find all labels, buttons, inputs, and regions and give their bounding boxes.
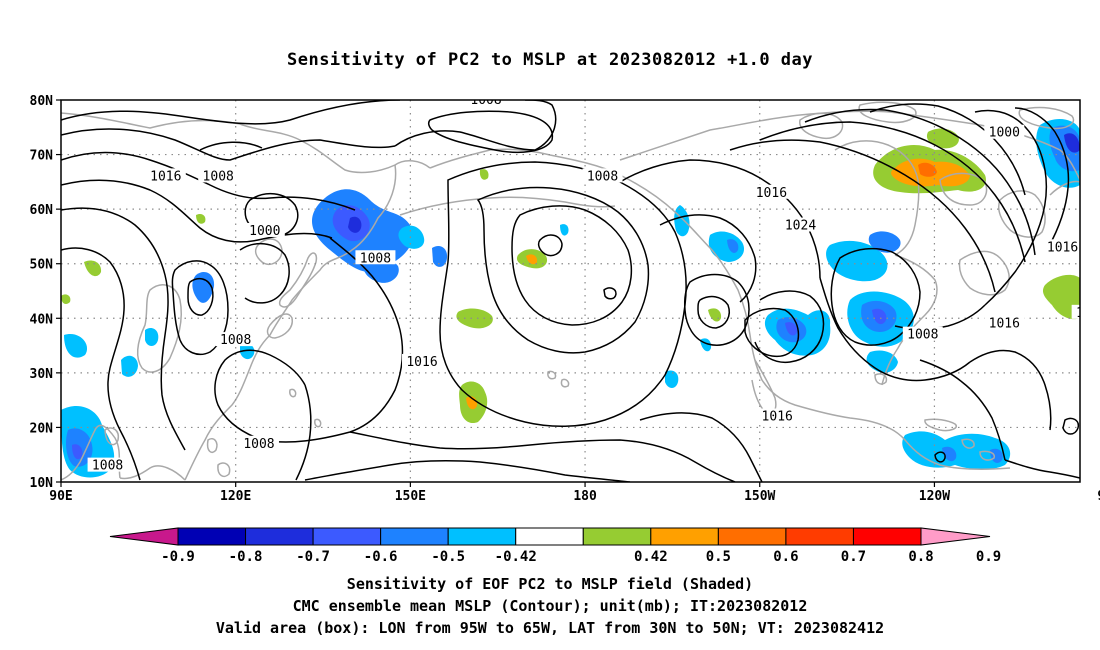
sensitivity-shading	[61, 118, 1080, 478]
valid-area-rect	[1079, 263, 1080, 374]
gridlines	[61, 100, 1080, 482]
contour-label: 1016	[989, 317, 1020, 332]
lon-tick-label: 120E	[220, 489, 251, 504]
contour-label-bg	[1071, 304, 1080, 319]
contour-label-bg	[902, 326, 943, 341]
contour-labels: 1008 1016 1008 1008 1016 1000 1000 1024 1008 1016…	[87, 93, 1100, 474]
colorbar-label: 0.5	[706, 549, 731, 565]
contour-label: 1008	[470, 93, 501, 108]
colorbar-box	[785, 527, 854, 546]
contour-label-bg	[984, 124, 1025, 139]
colorbar-box	[312, 527, 382, 546]
colorbar-box	[650, 527, 719, 546]
contour-label-bg	[751, 184, 792, 199]
contour-label-bg	[466, 100, 507, 106]
contour-label-bg	[780, 217, 821, 232]
colorbar-left-arrow	[109, 527, 179, 546]
map-border	[60, 99, 1081, 483]
colorbar-label: 0.8	[908, 549, 933, 565]
contour-label: 1024	[1076, 306, 1100, 321]
contour-label-bg	[757, 408, 798, 423]
colorbar-box	[717, 527, 787, 546]
colorbar-label: -0.7	[296, 549, 330, 565]
coastlines	[61, 101, 1080, 481]
colorbar-label: -0.42	[495, 549, 537, 565]
colorbar-label: 0.6	[773, 549, 798, 565]
contour-label-bg	[1042, 239, 1080, 254]
colorbar-label: -0.6	[364, 549, 398, 565]
lon-tick-label: 120W	[919, 489, 950, 504]
contour-label: 1008	[587, 169, 618, 184]
lat-tick-label: 40N	[30, 312, 54, 327]
caption-line-valid-area: Valid area (box): LON from 95W to 65W, L…	[215, 619, 885, 637]
caption-line-shading: Sensitivity of EOF PC2 to MSLP field (Sh…	[346, 575, 754, 593]
contour-label: 1024	[785, 219, 816, 234]
colorbar-box	[245, 527, 314, 546]
lon-tick-label: 150W	[744, 489, 775, 504]
lat-tick-label: 30N	[30, 367, 54, 382]
lat-tick-label: 10N	[30, 476, 54, 491]
contour-label-bg	[238, 435, 279, 450]
chart-title: Sensitivity of PC2 to MSLP at 2023082012…	[286, 50, 813, 70]
contour-label: 1008	[92, 459, 123, 474]
contour-label: 1008	[203, 169, 234, 184]
contour-label-bg	[355, 250, 396, 265]
contour-label: 1000	[249, 224, 280, 239]
lat-tick-label: 20N	[30, 421, 54, 436]
longitude-axis: 90E120E150E180150W120W90W60W	[49, 482, 1100, 504]
contour-label: 1008	[907, 328, 938, 343]
colorbar-box	[380, 527, 449, 546]
contour-label-bg	[582, 168, 623, 183]
contour-label: 1016	[756, 186, 787, 201]
contour-label-bg	[87, 457, 128, 472]
lat-tick-label: 80N	[30, 94, 54, 109]
contour-label-bg	[244, 222, 285, 237]
colorbar-label: 0.7	[841, 549, 866, 565]
lon-tick-label: 150E	[395, 489, 426, 504]
lat-tick-label: 60N	[30, 203, 54, 218]
colorbar-label: 0.9	[976, 549, 1001, 565]
colorbar-label: -0.9	[161, 549, 195, 565]
contour-label-bg	[215, 332, 256, 347]
mslp-contours	[61, 100, 1080, 482]
contour-label: 1000	[989, 126, 1020, 141]
colorbar-box	[177, 527, 247, 546]
contour-label-bg	[145, 168, 186, 183]
colorbar-box	[447, 527, 517, 546]
contour-label: 1016	[150, 169, 181, 184]
colorbar: -0.9 -0.8 -0.7 -0.6 -0.5 -0.42 0.42 0.5 0.6 0.7 0.…	[109, 527, 1001, 565]
lat-tick-label: 50N	[30, 258, 54, 273]
contour-label: 1016	[1047, 240, 1078, 255]
contour-label: 1008	[220, 333, 251, 348]
contour-label-bg	[1095, 365, 1100, 379]
colorbar-right-arrow	[920, 527, 991, 546]
contour-label-bg	[402, 353, 443, 368]
latitude-axis: 10N 20N 30N 40N 50N 60N 70N 80N	[30, 94, 61, 491]
colorbar-box	[515, 527, 584, 546]
valid-area-box	[1079, 263, 1080, 374]
colorbar-box	[852, 527, 922, 546]
contour-label-bg	[984, 315, 1025, 330]
contour-label-bg	[198, 168, 239, 183]
contour-label: 1016	[406, 355, 437, 370]
contour-label: 1016	[762, 410, 793, 425]
caption-line-contour: CMC ensemble mean MSLP (Contour); unit(m…	[292, 597, 808, 615]
lat-tick-label: 70N	[30, 149, 54, 164]
colorbar-label: -0.5	[431, 549, 465, 565]
lon-tick-label: 90E	[49, 489, 72, 504]
caption-block: Sensitivity of EOF PC2 to MSLP field (Sh…	[0, 573, 1100, 639]
contour-label: 1008	[243, 437, 274, 452]
lon-tick-label: 180	[573, 489, 597, 504]
colorbar-label: -0.8	[229, 549, 263, 565]
contour-label: 1008	[360, 251, 391, 266]
lon-tick-label: 90W	[1097, 489, 1100, 504]
colorbar-box	[582, 527, 652, 546]
colorbar-label: 0.42	[634, 549, 668, 565]
